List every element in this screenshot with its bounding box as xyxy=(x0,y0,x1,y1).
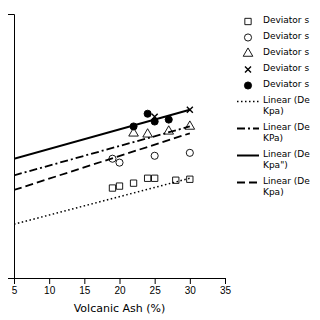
point xyxy=(144,110,151,117)
legend-label: Deviator s xyxy=(263,79,309,89)
legend-label-line: Deviator s xyxy=(263,79,309,89)
x-tick-mark xyxy=(120,278,121,284)
x-tick-label: 10 xyxy=(44,285,56,296)
x-tick-label: 30 xyxy=(185,285,197,296)
legend-label-line: Kpa") xyxy=(263,160,288,170)
legend-label-line: Linear (De xyxy=(263,122,310,132)
legend-item: Linear (DeKpa) xyxy=(237,176,310,197)
marks xyxy=(14,107,195,224)
legend-swatch xyxy=(244,82,251,89)
x-tick-label: 25 xyxy=(150,285,162,296)
line xyxy=(14,178,190,224)
legend-swatch xyxy=(245,67,251,73)
points xyxy=(109,107,195,191)
x-tick-mark xyxy=(49,278,50,284)
x-tick-label: 20 xyxy=(114,285,126,296)
point xyxy=(185,121,195,129)
line xyxy=(14,110,190,159)
legend-label-line: Kpa) xyxy=(263,106,284,116)
point xyxy=(165,116,172,123)
x-tick: 15 xyxy=(79,278,91,296)
legend-label: Linear (DeKpa) xyxy=(263,176,310,197)
legend-item: Linear (DeKPa) xyxy=(237,122,310,143)
x-axis: 5 10 15 20 25 30 35 xyxy=(12,278,232,296)
point xyxy=(130,180,136,186)
point xyxy=(144,175,150,181)
chart: 5101520253035Volcanic Ash (%)Deviator sD… xyxy=(0,0,320,320)
legend-label: Deviator s xyxy=(263,47,309,57)
legend-item: Deviator s xyxy=(245,15,310,25)
x-axis-title: Volcanic Ash (%) xyxy=(74,302,166,315)
x-tick-mark xyxy=(84,278,85,284)
point xyxy=(116,159,123,166)
legend-swatch xyxy=(237,182,259,184)
legend-swatch xyxy=(237,101,259,103)
legend-label: Linear (DeKpa") xyxy=(263,149,310,170)
legend-label-line: Kpa) xyxy=(263,187,284,197)
point xyxy=(186,149,193,156)
point xyxy=(109,155,116,162)
x-tick: 10 xyxy=(44,278,56,296)
legend-label-line: Deviator s xyxy=(263,15,309,25)
point xyxy=(116,183,122,189)
x-axis-line xyxy=(15,279,226,285)
legend-item: Deviator s xyxy=(243,47,309,57)
legend-swatch xyxy=(237,155,259,157)
legend-label: Deviator s xyxy=(263,15,309,25)
x-tick-mark xyxy=(225,278,226,284)
plot: 5 10 15 20 25 30 35 xyxy=(8,15,231,297)
point xyxy=(151,118,158,125)
legend-item: Deviator s xyxy=(244,31,309,41)
legend-label-line: Deviator s xyxy=(263,63,309,73)
point xyxy=(109,185,115,191)
y-axis xyxy=(8,15,15,279)
legend-label: Linear (DeKPa) xyxy=(263,122,310,143)
x-tick: 30 xyxy=(185,278,197,296)
legend-label-line: Deviator s xyxy=(263,47,309,57)
point xyxy=(187,107,193,113)
legend-swatch xyxy=(243,48,253,56)
x-tick-mark xyxy=(155,278,156,284)
y-axis-line xyxy=(8,15,15,279)
point xyxy=(164,126,174,134)
x-tick: 5 xyxy=(12,278,18,296)
legend: Deviator s Deviator s Deviator s Deviator s… xyxy=(237,15,310,197)
x-tick: 35 xyxy=(220,278,232,296)
point xyxy=(151,152,158,159)
legend-item: Deviator s xyxy=(244,79,309,89)
legend-item: Linear (DeKpa) xyxy=(237,95,310,116)
legend-label: Deviator s xyxy=(263,31,309,41)
legend-swatch xyxy=(237,128,259,130)
point xyxy=(143,129,153,137)
x-tick-label: 15 xyxy=(79,285,91,296)
x-tick-mark xyxy=(190,278,191,284)
legend-item: Linear (DeKpa") xyxy=(237,149,310,170)
point xyxy=(187,176,193,182)
legend-label-line: KPa) xyxy=(263,133,283,143)
legend-label-line: Deviator s xyxy=(263,31,309,41)
legend-item: Deviator s xyxy=(245,63,309,73)
line xyxy=(14,133,190,190)
x-tick-label: 5 xyxy=(12,285,18,296)
x-tick: 25 xyxy=(150,278,162,296)
point xyxy=(173,177,179,183)
legend-swatch xyxy=(245,18,251,24)
x-tick: 20 xyxy=(114,278,126,296)
x-tick-label: 35 xyxy=(220,285,232,296)
point xyxy=(130,123,137,130)
legend-label: Deviator s xyxy=(263,63,309,73)
legend-label-line: Linear (De xyxy=(263,176,310,186)
legend-label-line: Linear (De xyxy=(263,95,310,105)
lines xyxy=(14,110,190,224)
point xyxy=(152,175,158,181)
legend-label: Linear (DeKpa) xyxy=(263,95,310,116)
legend-label-line: Linear (De xyxy=(263,149,310,159)
legend-swatch xyxy=(244,34,251,41)
